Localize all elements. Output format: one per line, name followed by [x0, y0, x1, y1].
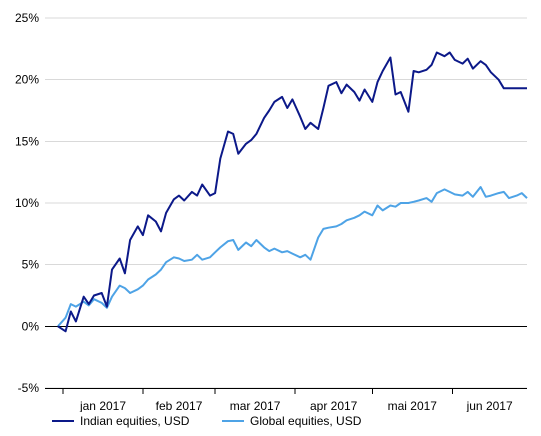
y-tick-label: 10% — [15, 196, 39, 210]
x-tick-label: apr 2017 — [310, 399, 358, 412]
series-lines — [57, 51, 528, 333]
legend-swatch-global — [222, 420, 244, 422]
legend-label-indian: Indian equities, USD — [80, 414, 190, 428]
y-tick-label: 25% — [15, 11, 39, 25]
y-tick-label: 20% — [15, 73, 39, 87]
x-axis: jan 2017 feb 2017 mar 2017 apr 2017 mai 2017… — [45, 388, 527, 412]
x-tick-label: jan 2017 — [79, 399, 126, 412]
legend-label-global: Global equities, USD — [250, 414, 362, 428]
y-axis-ticks: -5% 0% 5% 10% 15% 20% 25% — [15, 11, 39, 395]
legend-item-global: Global equities, USD — [222, 414, 361, 428]
y-tick-label: 15% — [15, 134, 39, 148]
y-tick-label: -5% — [18, 381, 40, 395]
line-chart: -5% 0% 5% 10% 15% 20% 25% jan 2017 feb 2017 mar … — [15, 11, 528, 412]
gridlines — [45, 17, 527, 389]
x-tick-label: feb 2017 — [156, 399, 203, 412]
y-tick-label: 5% — [22, 258, 40, 272]
legend-swatch-indian — [52, 420, 74, 422]
series-line-indian — [57, 51, 527, 333]
legend: Indian equities, USD Global equities, US… — [0, 414, 541, 434]
y-tick-label: 0% — [22, 319, 40, 333]
x-tick-label: mai 2017 — [388, 399, 438, 412]
series-line-global — [57, 186, 528, 327]
x-tick-label: jun 2017 — [466, 399, 513, 412]
legend-item-indian: Indian equities, USD — [52, 414, 189, 428]
x-tick-label: mar 2017 — [230, 399, 281, 412]
